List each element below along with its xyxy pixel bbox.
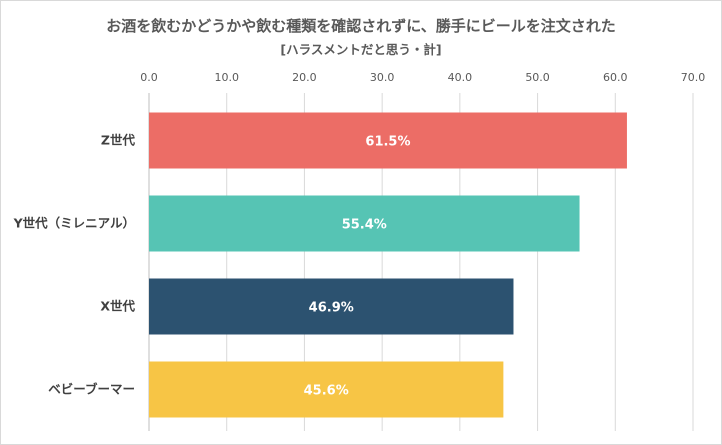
x-tick-label: 10.0 <box>214 71 239 84</box>
data-label: 61.5% <box>365 135 410 150</box>
data-label: 46.9% <box>309 301 354 316</box>
category-label: ベビーブーマー <box>48 382 135 397</box>
chart-subtitle: [ハラスメントだと思う・計] <box>280 42 442 57</box>
category-label: Y世代（ミレニアル） <box>13 216 135 231</box>
x-tick-label: 0.0 <box>140 71 158 84</box>
data-label: 45.6% <box>304 384 349 399</box>
bar <box>149 361 504 418</box>
bar <box>149 195 580 252</box>
data-label: 55.4% <box>342 218 387 233</box>
category-label: Z世代 <box>101 133 136 148</box>
x-tick-label: 50.0 <box>525 71 550 84</box>
x-tick-label: 40.0 <box>448 71 473 84</box>
bar <box>149 112 627 169</box>
chart-title: お酒を飲むかどうかや飲む種類を確認されずに、勝手にビールを注文された <box>106 17 616 35</box>
category-label: X世代 <box>100 299 135 314</box>
bar <box>149 278 514 335</box>
x-tick-label: 30.0 <box>370 71 395 84</box>
x-tick-label: 70.0 <box>681 71 706 84</box>
x-tick-label: 20.0 <box>292 71 317 84</box>
x-tick-label: 60.0 <box>603 71 628 84</box>
